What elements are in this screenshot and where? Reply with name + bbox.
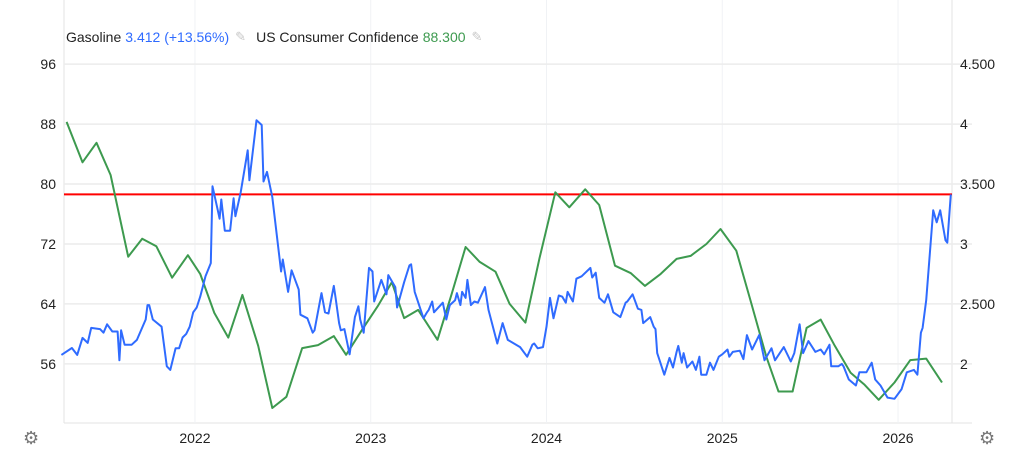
right-tick-label: 3 [960,236,968,252]
x-tick-label: 2026 [882,430,913,446]
x-axis: 2022 2023 2024 2025 2026 [179,430,913,446]
pencil-icon[interactable]: ✎ [235,29,247,44]
right-tick-label: 2 [960,356,968,372]
x-tick-label: 2022 [179,430,210,446]
x-tick-label: 2024 [531,430,562,446]
gear-icon[interactable]: ⚙ [23,428,40,448]
grid [63,0,972,424]
left-tick-label: 56 [40,356,56,372]
right-tick-label: 2.500 [960,296,995,312]
legend-gasoline-name[interactable]: Gasoline [66,29,122,45]
right-axis: 2 2.500 3 3.500 4 4.500 [960,56,995,372]
right-tick-label: 4 [960,116,968,132]
left-tick-label: 72 [40,236,56,252]
left-tick-label: 64 [40,296,56,312]
legend-gasoline-value: 3.412 (+13.56%) [125,29,230,45]
right-tick-label: 3.500 [960,176,995,192]
gear-icon[interactable]: ⚙ [979,428,996,448]
series-lines [60,119,952,409]
legend: Gasoline 3.412 (+13.56%) ✎ US Consumer C… [66,29,488,45]
left-axis: 56 64 72 80 88 96 [40,56,56,372]
right-tick-label: 4.500 [960,56,995,72]
x-tick-label: 2023 [355,430,386,446]
pencil-icon[interactable]: ✎ [471,29,483,44]
legend-confidence-value: 88.300 [422,29,466,45]
gasoline-line [60,119,952,400]
left-tick-label: 80 [40,176,56,192]
left-tick-label: 88 [40,116,56,132]
consumer-confidence-line [65,121,943,409]
left-tick-label: 96 [40,56,56,72]
x-tick-label: 2025 [707,430,738,446]
legend-confidence-name[interactable]: US Consumer Confidence [256,29,419,45]
